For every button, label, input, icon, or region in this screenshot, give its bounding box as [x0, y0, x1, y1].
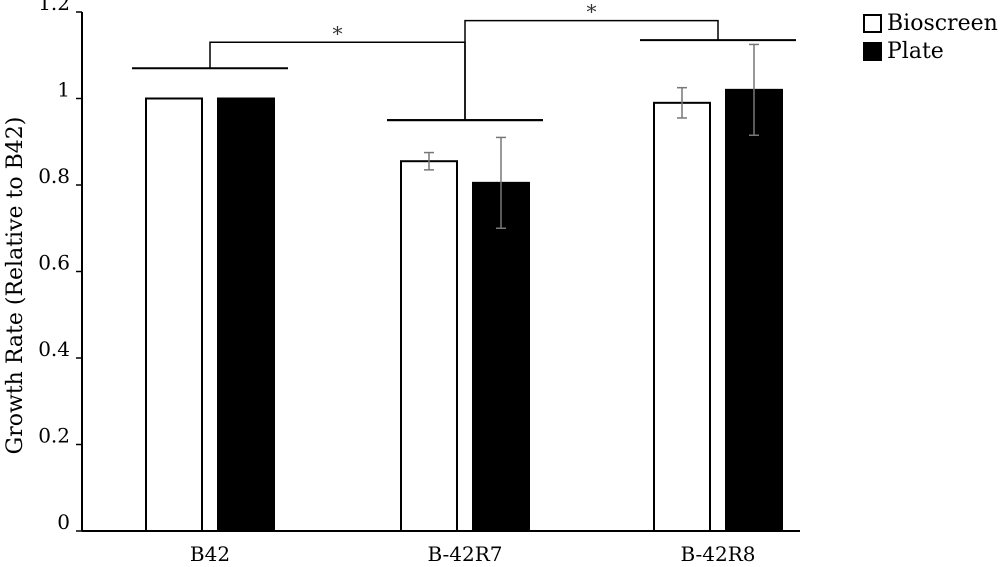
bar-plate-b-42r7: [472, 181, 530, 532]
legend: Bioscreen Plate: [863, 11, 998, 64]
bar-bioscreen-b-42r7: [400, 160, 458, 532]
significance-star: *: [333, 21, 343, 45]
bar-plate-b42: [217, 97, 275, 532]
y-tick-label: 0.8: [38, 164, 70, 188]
x-category-label: B-42R8: [680, 542, 755, 566]
significance-bracket: [464, 19, 719, 121]
y-axis-title: Growth Rate (Relative to B42): [3, 117, 28, 455]
y-tick-label: 0.6: [38, 251, 70, 275]
significance-brackets: **: [132, 0, 796, 122]
y-tick-label: 0.4: [38, 337, 70, 361]
bar-bioscreen-b-42r8: [653, 101, 711, 532]
y-tick-label: 0: [57, 510, 70, 534]
legend-label-plate: Plate: [887, 39, 944, 64]
y-tick-label: 1: [57, 78, 70, 102]
y-tick-label: 1.2: [38, 0, 70, 15]
category-labels: B42 B-42R7 B-42R8: [190, 542, 756, 566]
bar-plate-b-42r8: [725, 88, 783, 532]
x-category-label: B42: [190, 542, 230, 566]
legend-swatch-plate: [863, 42, 882, 61]
bar-bioscreen-b42: [145, 97, 203, 532]
bars: [145, 88, 783, 532]
significance-star: *: [587, 0, 597, 24]
y-tick-label: 0.2: [38, 424, 70, 448]
error-bars: [424, 43, 759, 229]
x-category-label: B-42R7: [427, 542, 502, 566]
legend-swatch-bioscreen: [863, 14, 882, 33]
legend-label-bioscreen: Bioscreen: [887, 11, 998, 36]
y-ticks: 0 0.2 0.4 0.6 0.8 1 1.2: [38, 0, 82, 534]
